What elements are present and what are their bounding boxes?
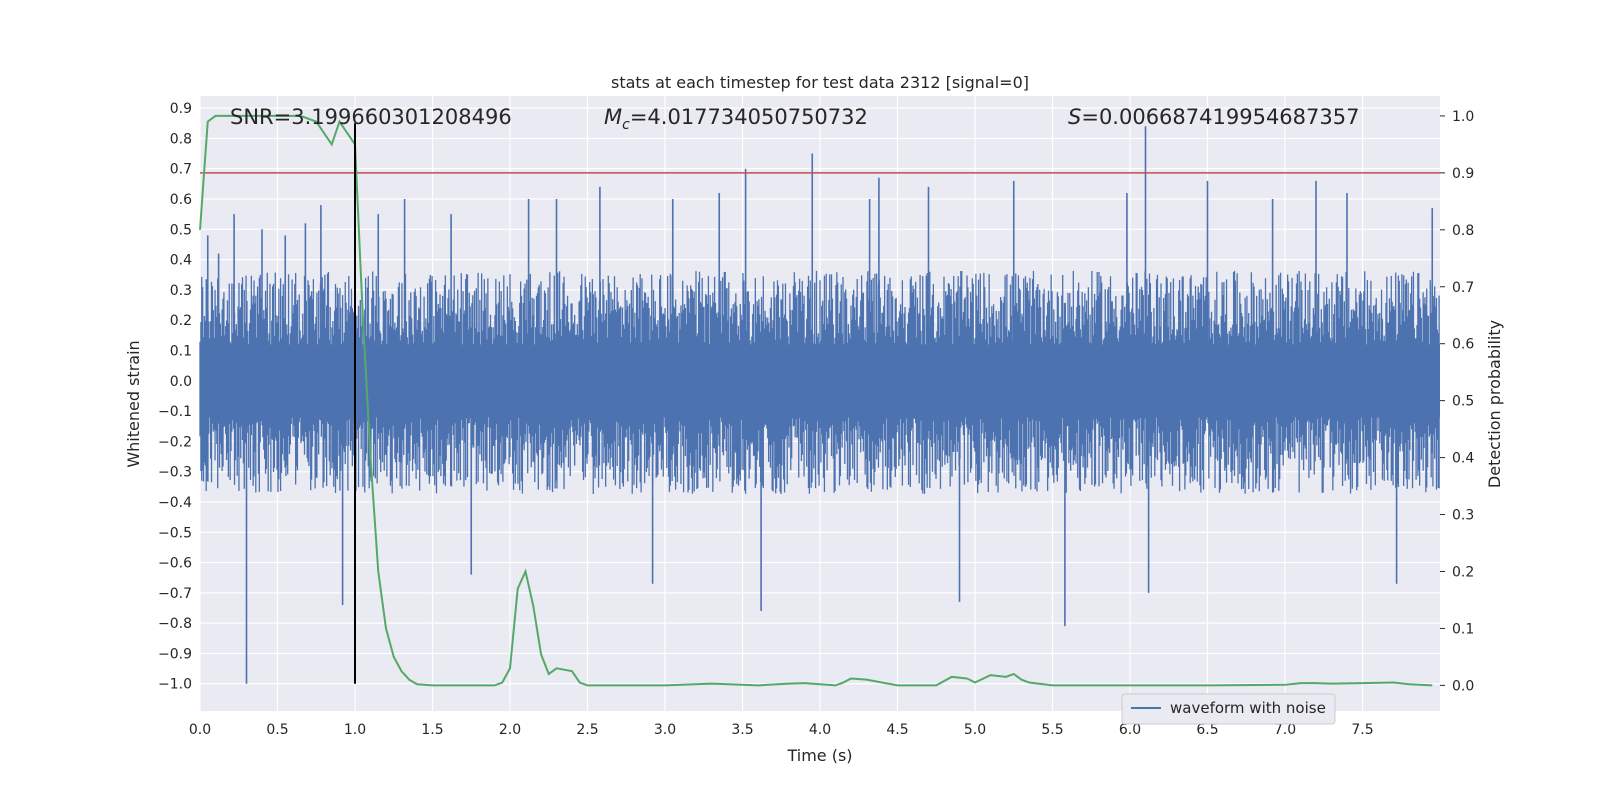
left-y-tick-label: −0.8 bbox=[158, 616, 192, 632]
x-tick-label: 2.0 bbox=[499, 722, 521, 738]
waveform-core-band bbox=[200, 344, 1440, 418]
x-tick-label: 6.5 bbox=[1196, 722, 1218, 738]
left-y-tick-label: −0.5 bbox=[158, 525, 192, 541]
chart-title: stats at each timestep for test data 231… bbox=[611, 73, 1029, 92]
x-tick-label: 7.0 bbox=[1274, 722, 1296, 738]
left-y-tick-label: −0.1 bbox=[158, 404, 192, 420]
x-tick-label: 4.0 bbox=[809, 722, 831, 738]
legend-label-waveform: waveform with noise bbox=[1170, 699, 1326, 717]
right-y-tick-label: 0.9 bbox=[1452, 166, 1474, 182]
left-y-tick-label: −0.4 bbox=[158, 495, 192, 511]
right-y-tick-label: 0.4 bbox=[1452, 451, 1474, 467]
left-y-tick-label: 0.0 bbox=[170, 374, 192, 390]
right-y-tick-label: 0.6 bbox=[1452, 337, 1474, 353]
chirp-mass-symbol: M bbox=[604, 105, 622, 129]
x-tick-labels: 0.0 0.5 1.0 1.5 2.0 2.5 3.0 3.5 4.0 4.5 5.0 5.5 6.0 6… bbox=[189, 722, 1374, 738]
x-tick-label: 6.0 bbox=[1119, 722, 1141, 738]
right-y-tick-label: 0.8 bbox=[1452, 223, 1474, 239]
legend: waveform with noise bbox=[1121, 693, 1336, 725]
right-y-tick-label: 0.3 bbox=[1452, 508, 1474, 524]
s-value: =0.006687419954687357 bbox=[1081, 105, 1359, 129]
x-tick-label: 3.0 bbox=[654, 722, 676, 738]
left-y-tick-label: 0.7 bbox=[170, 162, 192, 178]
s-annotation: S=0.006687419954687357 bbox=[1068, 105, 1359, 129]
left-y-tick-label: 0.5 bbox=[170, 222, 192, 238]
waveform-series bbox=[199, 126, 1440, 684]
left-y-tick-label: −0.7 bbox=[158, 586, 192, 602]
left-y-tick-label: 0.1 bbox=[170, 343, 192, 359]
x-tick-label: 1.0 bbox=[344, 722, 366, 738]
left-y-axis-label: Whitened strain bbox=[124, 340, 143, 467]
left-y-tick-label: −0.3 bbox=[158, 465, 192, 481]
left-y-tick-label: 0.4 bbox=[170, 253, 192, 269]
legend-box bbox=[1121, 693, 1336, 725]
x-tick-label: 1.5 bbox=[421, 722, 443, 738]
left-y-tick-label: 0.8 bbox=[170, 131, 192, 147]
chirp-mass-subscript: c bbox=[622, 117, 630, 133]
right-y-tick-label: 0.1 bbox=[1452, 621, 1474, 637]
x-tick-label: 2.5 bbox=[576, 722, 598, 738]
right-y-axis-label: Detection probability bbox=[1485, 320, 1504, 488]
right-y-tick-label: 0.0 bbox=[1452, 678, 1474, 694]
x-tick-label: 0.5 bbox=[266, 722, 288, 738]
probability-line bbox=[199, 114, 1433, 687]
left-y-tick-labels: 0.9 0.8 0.7 0.6 0.5 0.4 0.3 0.2 0.1 0.0 −0.1 −0.2 −0… bbox=[158, 101, 192, 693]
chirp-mass-value: =4.017734050750732 bbox=[630, 105, 868, 129]
left-y-tick-label: 0.6 bbox=[170, 192, 192, 208]
x-tick-label: 5.5 bbox=[1041, 722, 1063, 738]
left-y-tick-label: −0.9 bbox=[158, 646, 192, 662]
x-axis-label: Time (s) bbox=[786, 746, 852, 765]
left-y-tick-label: 0.9 bbox=[170, 101, 192, 117]
right-y-tick-labels: 1.0 0.9 0.8 0.7 0.6 0.5 0.4 0.3 0.2 0.1 0.0 bbox=[1440, 109, 1474, 694]
x-tick-label: 0.0 bbox=[189, 722, 211, 738]
x-tick-label: 4.5 bbox=[886, 722, 908, 738]
left-y-tick-label: 0.3 bbox=[170, 283, 192, 299]
x-tick-label: 3.5 bbox=[731, 722, 753, 738]
x-tick-label: 5.0 bbox=[964, 722, 986, 738]
left-y-tick-label: −0.6 bbox=[158, 556, 192, 572]
left-y-tick-label: 0.2 bbox=[170, 313, 192, 329]
right-y-tick-label: 0.7 bbox=[1452, 280, 1474, 296]
chirp-mass-annotation: Mc=4.017734050750732 bbox=[604, 105, 868, 133]
snr-annotation: SNR=3.199660301208496 bbox=[230, 105, 512, 129]
x-tick-label: 7.5 bbox=[1351, 722, 1373, 738]
right-y-tick-label: 0.5 bbox=[1452, 394, 1474, 410]
right-y-tick-label: 1.0 bbox=[1452, 109, 1474, 125]
right-y-tick-label: 0.2 bbox=[1452, 564, 1474, 580]
left-y-tick-label: −0.2 bbox=[158, 434, 192, 450]
left-y-tick-label: −1.0 bbox=[158, 677, 192, 693]
s-symbol: S bbox=[1068, 105, 1081, 129]
